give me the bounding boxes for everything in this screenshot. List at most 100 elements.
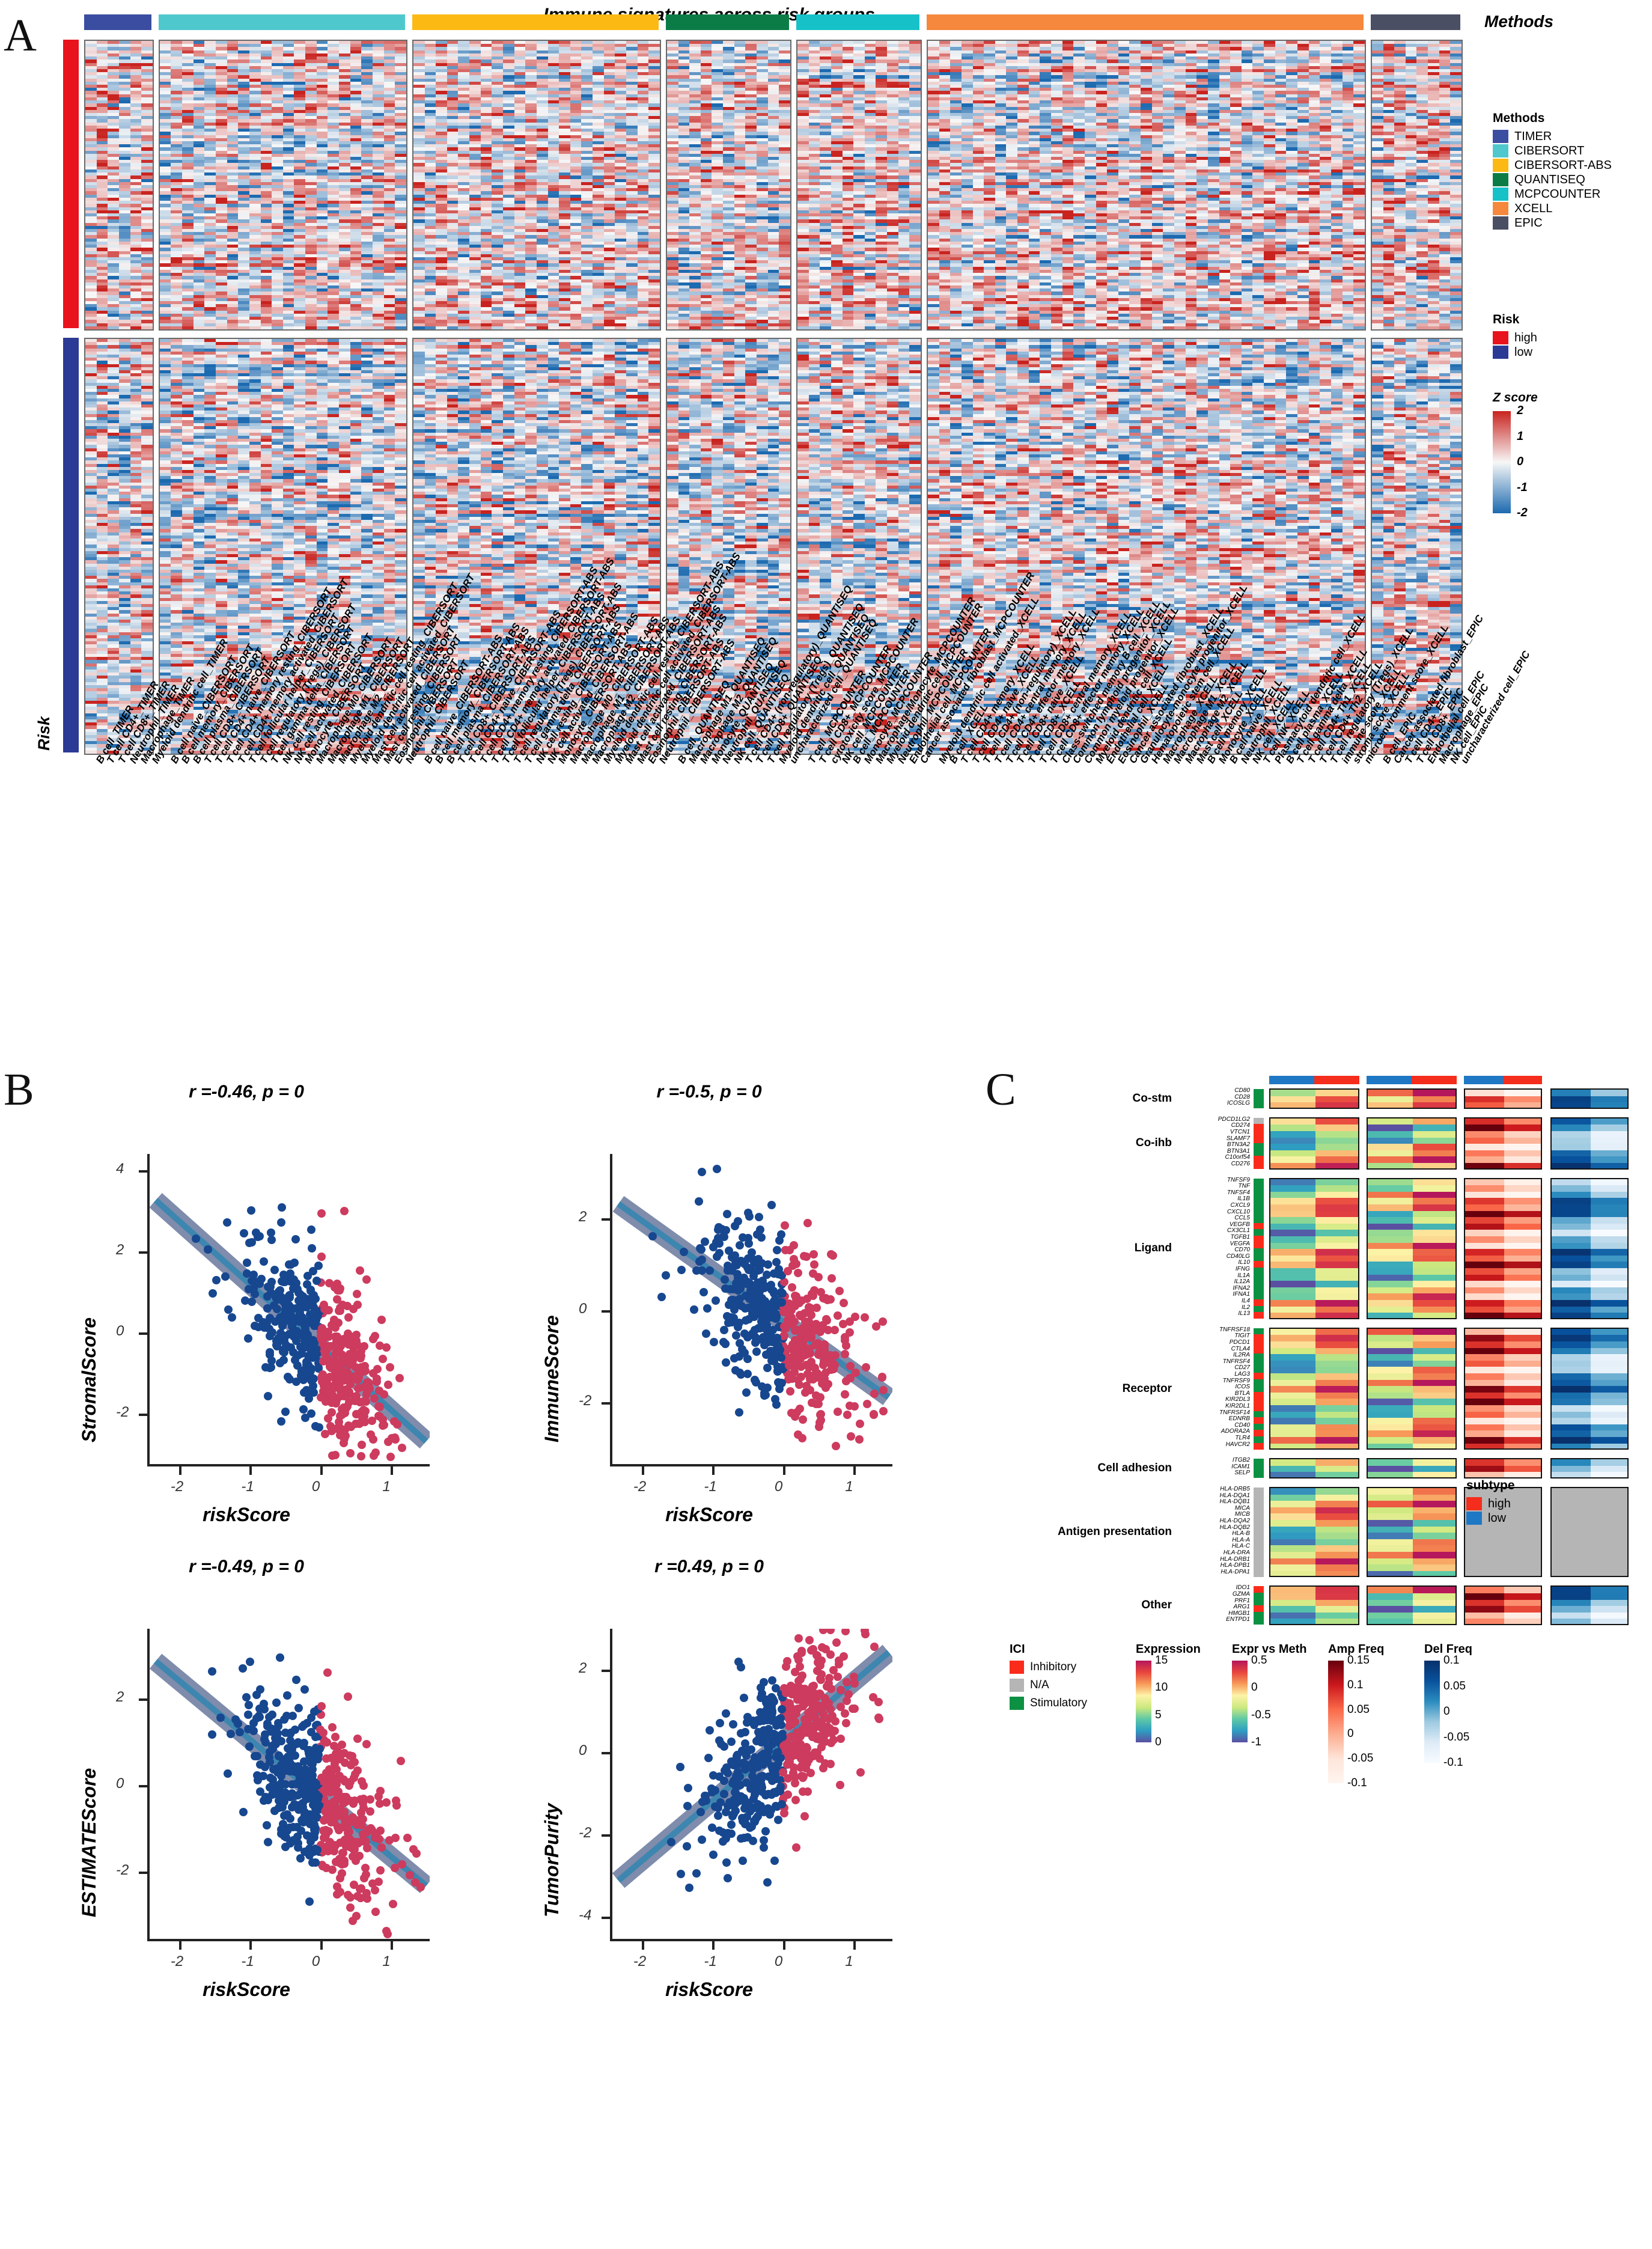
methods-legend-item-xcell[interactable]: XCELL — [1493, 201, 1612, 216]
colorbar-tick: 0.5 — [1251, 1654, 1267, 1667]
gene-label: CD276 — [1112, 1161, 1250, 1167]
gene-label: TGFB1 — [1112, 1234, 1250, 1240]
gene-label: VEGFA — [1112, 1241, 1250, 1247]
subtype-bar-low — [1367, 1076, 1412, 1084]
legend-label: high — [1488, 1497, 1511, 1511]
color-swatch — [1493, 216, 1508, 230]
x-tick-label: 0 — [312, 1953, 320, 1970]
gene-label: IFNG — [1112, 1266, 1250, 1272]
ici-annotation-inhibitory — [1254, 1334, 1264, 1341]
gene-label: KIR2DL3 — [1112, 1397, 1250, 1403]
methods-legend-item-timer[interactable]: TIMER — [1493, 129, 1612, 144]
risk-legend-item-low[interactable]: low — [1493, 345, 1537, 359]
color-swatch — [1493, 173, 1508, 186]
x-tick — [642, 1941, 644, 1950]
colorbar-tick: 0 — [1347, 1727, 1354, 1741]
x-tick-label: 0 — [775, 1478, 782, 1495]
ici-annotation-n-a — [1254, 1507, 1264, 1513]
method-bar-quantiseq — [666, 14, 789, 30]
methods-legend-item-epic[interactable]: EPIC — [1493, 216, 1612, 230]
colorbar-tick: 0 — [1251, 1681, 1258, 1694]
ici-annotation-inhibitory — [1254, 1137, 1264, 1144]
colorbar-tick: 0.1 — [1443, 1654, 1459, 1667]
ici-annotation-stimulatory — [1254, 1328, 1264, 1335]
gene-label: CD27 — [1112, 1365, 1250, 1371]
gene-label: MICA — [1112, 1506, 1250, 1512]
ici-annotation-stimulatory — [1254, 1424, 1264, 1430]
ici-annotation-n-a — [1254, 1118, 1264, 1124]
ici-annotation-stimulatory — [1254, 1471, 1264, 1478]
panelc-block-amp-freq — [1464, 1088, 1542, 1109]
ici-annotation-inhibitory — [1254, 1586, 1264, 1593]
y-tick — [602, 1310, 610, 1313]
y-tick-label: -2 — [579, 1393, 591, 1409]
subtype-legend-item-high[interactable]: high — [1466, 1497, 1515, 1511]
ici-annotation-n-a — [1254, 1488, 1264, 1494]
ici-annotation-inhibitory — [1254, 1236, 1264, 1242]
risk-bar-high — [63, 40, 79, 328]
gene-label: HLA-DQB2 — [1112, 1525, 1250, 1531]
methods-legend-item-quantiseq[interactable]: QUANTISEQ — [1493, 172, 1612, 187]
gene-label: TNFRSF18 — [1112, 1327, 1250, 1333]
risk-legend-item-high[interactable]: high — [1493, 331, 1537, 345]
x-tick — [712, 1941, 715, 1950]
zscore-tick: 0 — [1517, 455, 1523, 469]
scatter-title: r =-0.46, p = 0 — [36, 1082, 457, 1102]
methods-legend-item-cibersort-abs[interactable]: CIBERSORT-ABS — [1493, 158, 1612, 172]
ici-annotation-inhibitory — [1254, 1261, 1264, 1268]
scatter-title: r =-0.5, p = 0 — [499, 1082, 919, 1102]
methods-legend-item-cibersort[interactable]: CIBERSORT — [1493, 144, 1612, 158]
subtype-bar-high — [1412, 1076, 1457, 1084]
ici-annotation-stimulatory — [1254, 1210, 1264, 1217]
gene-label: HLA-DPA1 — [1112, 1569, 1250, 1575]
panel-a: A Immune signatures across risk groups M… — [0, 0, 1652, 1022]
ici-annotation-stimulatory — [1254, 1096, 1264, 1102]
gene-label: ICAM1 — [1112, 1464, 1250, 1470]
heatmap-xcell-high — [927, 40, 1366, 331]
colorbar-tick: 0.1 — [1347, 1679, 1363, 1692]
subtype-legend-title: subtype — [1466, 1478, 1515, 1493]
y-tick — [139, 1872, 147, 1874]
gene-label: IL12A — [1112, 1279, 1250, 1285]
gene-label: PDCD1LG2 — [1112, 1117, 1250, 1123]
colorbar-tick: -0.1 — [1347, 1777, 1367, 1790]
x-tick-label: -2 — [171, 1953, 183, 1970]
ici-annotation-inhibitory — [1254, 1373, 1264, 1379]
legend-label: QUANTISEQ — [1514, 173, 1585, 187]
y-tick — [139, 1414, 147, 1416]
gene-label: CXCL10 — [1112, 1209, 1250, 1215]
panel-c-label: C — [986, 1064, 1016, 1116]
x-tick — [179, 1466, 181, 1475]
x-tick-label: 1 — [845, 1478, 853, 1495]
ici-legend-label-stimulatory: Stimulatory — [1030, 1697, 1087, 1710]
gene-label: ENTPD1 — [1112, 1617, 1250, 1623]
ici-annotation-inhibitory — [1254, 1430, 1264, 1436]
ici-annotation-inhibitory — [1254, 1605, 1264, 1612]
ici-annotation-inhibitory — [1254, 1242, 1264, 1249]
ici-annotation-n-a — [1254, 1513, 1264, 1519]
subtype-legend-item-low[interactable]: low — [1466, 1511, 1515, 1525]
zscore-tick: -2 — [1517, 506, 1528, 520]
colorbar-title-expr-vs-meth: Expr vs Meth — [1232, 1643, 1306, 1656]
panelc-block-del-freq — [1550, 1088, 1629, 1109]
gene-label: KIR2DL1 — [1112, 1403, 1250, 1409]
y-tick — [602, 1752, 610, 1754]
methods-legend-item-mcpcounter[interactable]: MCPCOUNTER — [1493, 187, 1612, 201]
ici-annotation-stimulatory — [1254, 1293, 1264, 1299]
scatter-plot-estimatescore: r =-0.49, p = 0 -2 -1 0 1 2 0 -2 riskScore ESTIMA… — [36, 1557, 457, 2013]
x-tick-label: -1 — [704, 1953, 716, 1970]
ici-annotation-stimulatory — [1254, 1229, 1264, 1236]
heatmap-quantiseq-high — [666, 40, 791, 331]
scatter-plot-immunescore: r =-0.5, p = 0 -2 -1 0 1 2 0 -2 riskScore ImmuneS… — [499, 1082, 919, 1539]
color-swatch — [1493, 331, 1508, 344]
gene-label: HLA-DQA1 — [1112, 1493, 1250, 1499]
ici-annotation-inhibitory — [1254, 1443, 1264, 1450]
colorbar-title-expression: Expression — [1136, 1643, 1201, 1656]
panelc-block-expr-vs-meth — [1367, 1088, 1457, 1109]
x-tick-label: 0 — [312, 1478, 320, 1495]
ici-annotation-stimulatory — [1254, 1436, 1264, 1443]
ici-annotation-inhibitory — [1254, 1398, 1264, 1405]
y-tick-label: 2 — [579, 1209, 587, 1225]
colorbar-tick: -1 — [1251, 1736, 1261, 1749]
zscore-tick: 1 — [1517, 430, 1523, 444]
